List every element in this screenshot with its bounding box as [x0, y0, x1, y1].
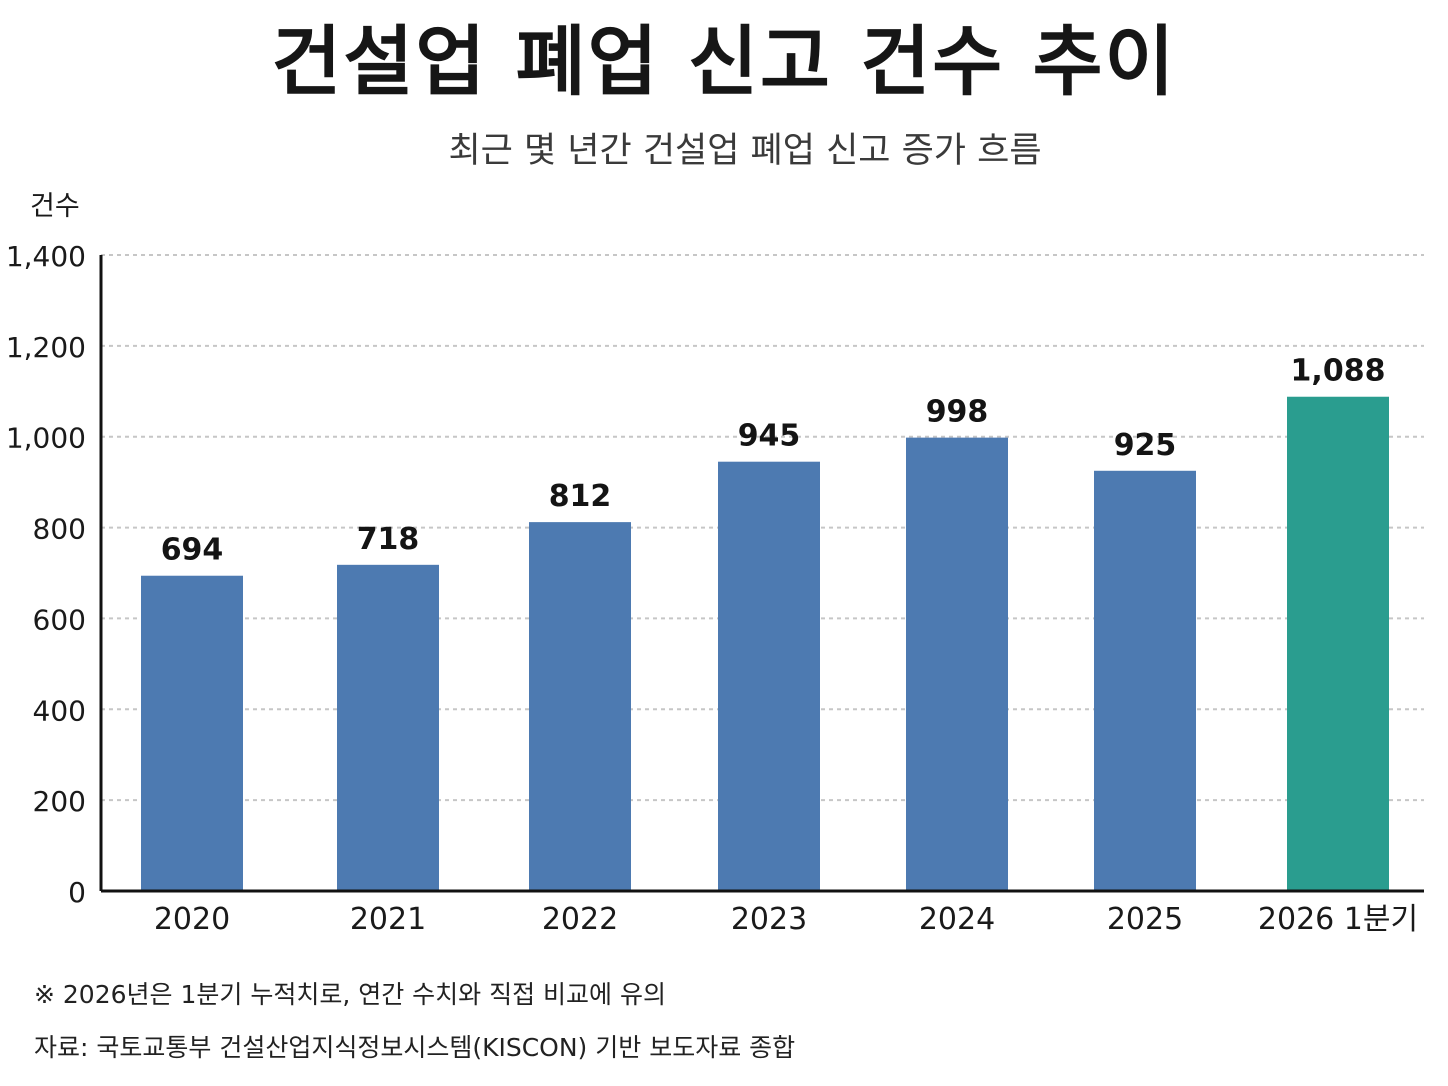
x-tick-label: 2020: [154, 902, 230, 937]
footnote: ※ 2026년은 1분기 누적치로, 연간 수치와 직접 비교에 유의: [34, 980, 666, 1009]
bar-value-label: 718: [357, 522, 420, 557]
bar: [337, 564, 439, 891]
bar-value-label: 925: [1114, 428, 1177, 463]
bar: [1094, 470, 1196, 891]
bar-value-labels: 694 718 812 945 998 925 1,088: [161, 354, 1386, 568]
x-tick-label: 2026 1분기: [1258, 902, 1418, 937]
y-tick-label: 1,000: [6, 422, 86, 455]
bar: [529, 522, 631, 891]
bar-value-label: 812: [549, 479, 612, 514]
bar-highlight: [1287, 396, 1389, 891]
x-tick-label: 2025: [1107, 902, 1183, 937]
bar-value-label: 945: [738, 419, 801, 454]
bar-chart: 694 718 812 945 998 925 1,088 건수 0 200 400 600 800 1…: [6, 191, 1424, 937]
y-tick-label: 1,400: [6, 240, 86, 273]
axes: 건수 0 200 400 600 800 1,000 1,200 1,400 2020 2021 20…: [6, 191, 1424, 937]
bar: [906, 437, 1008, 891]
chart-title: 건설업 폐업 신고 건수 추이: [271, 17, 1177, 106]
bar: [718, 461, 820, 891]
chart-subtitle: 최근 몇 년간 건설업 폐업 신고 증가 흐름: [448, 131, 1042, 171]
source-note: 자료: 국토교통부 건설산업지식정보시스템(KISCON) 기반 보도자료 종합: [34, 1033, 796, 1062]
bar-value-label: 694: [161, 533, 224, 568]
x-tick-label: 2023: [731, 902, 807, 937]
bar-value-label: 998: [926, 395, 989, 430]
bars: [141, 396, 1389, 891]
y-tick-label: 0: [68, 876, 86, 909]
bar: [141, 575, 243, 891]
x-tick-label: 2024: [919, 902, 995, 937]
y-tick-label: 400: [33, 694, 86, 727]
y-tick-label: 1,200: [6, 331, 86, 364]
x-tick-label: 2021: [350, 902, 426, 937]
bar-value-label: 1,088: [1291, 354, 1386, 389]
y-tick-label: 200: [33, 785, 86, 818]
x-tick-label: 2022: [542, 902, 618, 937]
y-tick-label: 600: [33, 603, 86, 636]
y-tick-label: 800: [33, 513, 86, 546]
y-axis-label: 건수: [30, 191, 80, 222]
